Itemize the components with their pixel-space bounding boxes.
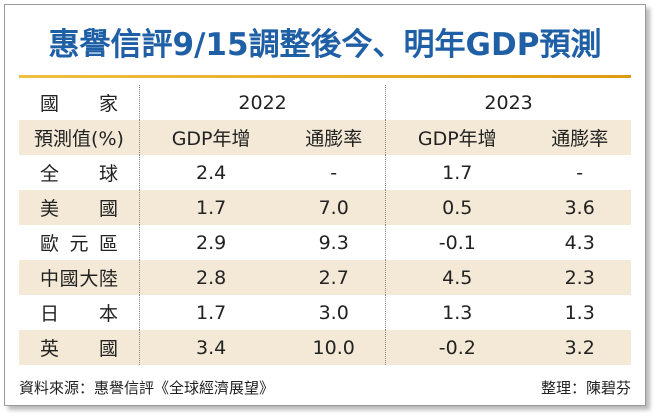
source: 資料來源：惠譽信評《全球經濟展望》 <box>19 379 275 397</box>
country-cell: 中國大陸 <box>19 260 140 295</box>
subheader-cell: 預測值(%) <box>19 120 140 155</box>
value: 3.4 <box>195 336 227 359</box>
value: -0.2 <box>438 336 476 359</box>
country-cell: 全球 <box>19 155 140 190</box>
value-cell: -0.1 <box>385 225 529 260</box>
value: - <box>330 161 338 184</box>
value: 1.7 <box>195 301 227 324</box>
value: 2.9 <box>195 231 227 254</box>
value: 3.6 <box>564 196 595 219</box>
value-cell: 3.4 <box>139 330 283 365</box>
data-row: 歐元區 2.9 9.3 -0.1 4.3 <box>19 225 631 260</box>
country: 歐元區 <box>40 233 118 255</box>
country: 中國大陸 <box>40 268 118 290</box>
value: 2.7 <box>318 266 349 289</box>
header-text: 2023 <box>484 91 533 114</box>
subheader-cell: GDP年增 <box>385 120 529 155</box>
value-cell: 1.3 <box>528 295 631 330</box>
value: - <box>576 161 584 184</box>
data-row: 全球 2.4 - 1.7 - <box>19 155 631 190</box>
value: 9.3 <box>318 231 349 254</box>
value-cell: 3.0 <box>282 295 385 330</box>
card: 惠譽信評9/15調整後今、明年GDP預測 國家 2022 2023 預測值(%) GDP… <box>4 4 646 406</box>
value: -0.1 <box>438 231 476 254</box>
header-row: 國家 2022 2023 <box>19 85 631 120</box>
header-cell: 2022 <box>138 85 386 120</box>
value-cell: 2.3 <box>528 260 631 295</box>
value-cell: 3.2 <box>528 330 631 365</box>
subheader-text: 通膨率 <box>551 128 609 150</box>
value: 2.3 <box>564 266 595 289</box>
data-row: 中國大陸 2.8 2.7 4.5 2.3 <box>19 260 631 295</box>
value-cell: 2.4 <box>139 155 283 190</box>
country-cell: 英國 <box>19 330 140 365</box>
country-cell: 歐元區 <box>19 225 140 260</box>
subheader-cell: 通膨率 <box>282 120 386 155</box>
value: 1.7 <box>195 196 227 219</box>
value: 3.2 <box>564 336 595 359</box>
value-cell: 10.0 <box>282 330 386 365</box>
subheader-text: 通膨率 <box>305 128 363 150</box>
value-cell: 7.0 <box>282 190 386 225</box>
value: 0.5 <box>442 196 473 219</box>
forecast-table: 國家 2022 2023 預測值(%) GDP年增 通膨率 GDP年增 通膨率全球 2.4 - 1.… <box>19 85 631 365</box>
subheader-cell: 通膨率 <box>528 120 631 155</box>
subheader-text: 預測值(%) <box>34 128 124 150</box>
value: 1.7 <box>442 161 473 184</box>
subheader-row: 預測值(%) GDP年增 通膨率 GDP年增 通膨率 <box>19 120 631 155</box>
country: 日本 <box>40 303 118 325</box>
value-cell: 0.5 <box>385 190 529 225</box>
value-cell: - <box>528 155 631 190</box>
value-cell: 3.6 <box>528 190 631 225</box>
value-cell: 4.3 <box>528 225 631 260</box>
header-cell: 國家 <box>19 85 140 120</box>
value-cell: 2.8 <box>139 260 283 295</box>
value-cell: 2.9 <box>139 225 283 260</box>
value: 3.0 <box>318 301 349 324</box>
value-cell: 9.3 <box>282 225 385 260</box>
editor: 整理：陳碧芬 <box>540 379 631 397</box>
value: 4.3 <box>564 231 595 254</box>
country: 全球 <box>40 163 118 185</box>
subheader-text: GDP年增 <box>171 128 251 150</box>
value-cell: -0.2 <box>385 330 529 365</box>
header-text: 2022 <box>238 91 287 114</box>
value-cell: 2.7 <box>282 260 386 295</box>
value-cell: 1.7 <box>139 295 283 330</box>
data-row: 英國 3.4 10.0 -0.2 3.2 <box>19 330 631 365</box>
value: 4.5 <box>442 266 473 289</box>
country-cell: 日本 <box>19 295 140 330</box>
value-cell: 1.7 <box>385 155 529 190</box>
value-cell: - <box>282 155 385 190</box>
value: 1.3 <box>442 301 473 324</box>
value-cell: 1.7 <box>139 190 283 225</box>
value-cell: 1.3 <box>385 295 529 330</box>
value: 2.8 <box>195 266 227 289</box>
title: 惠譽信評9/15調整後今、明年GDP預測 <box>48 27 602 63</box>
header-text: 國家 <box>40 93 118 115</box>
value: 1.3 <box>564 301 595 324</box>
value: 7.0 <box>318 196 349 219</box>
title-rule <box>19 75 631 78</box>
value-cell: 4.5 <box>385 260 529 295</box>
country: 美國 <box>40 198 118 220</box>
value: 10.0 <box>312 336 355 359</box>
data-row: 美國 1.7 7.0 0.5 3.6 <box>19 190 631 225</box>
subheader-text: GDP年增 <box>417 128 497 150</box>
country: 英國 <box>40 338 118 360</box>
country-cell: 美國 <box>19 190 140 225</box>
subheader-cell: GDP年增 <box>139 120 283 155</box>
header-cell: 2023 <box>385 85 631 120</box>
data-row: 日本 1.7 3.0 1.3 1.3 <box>19 295 631 330</box>
value: 2.4 <box>195 161 227 184</box>
